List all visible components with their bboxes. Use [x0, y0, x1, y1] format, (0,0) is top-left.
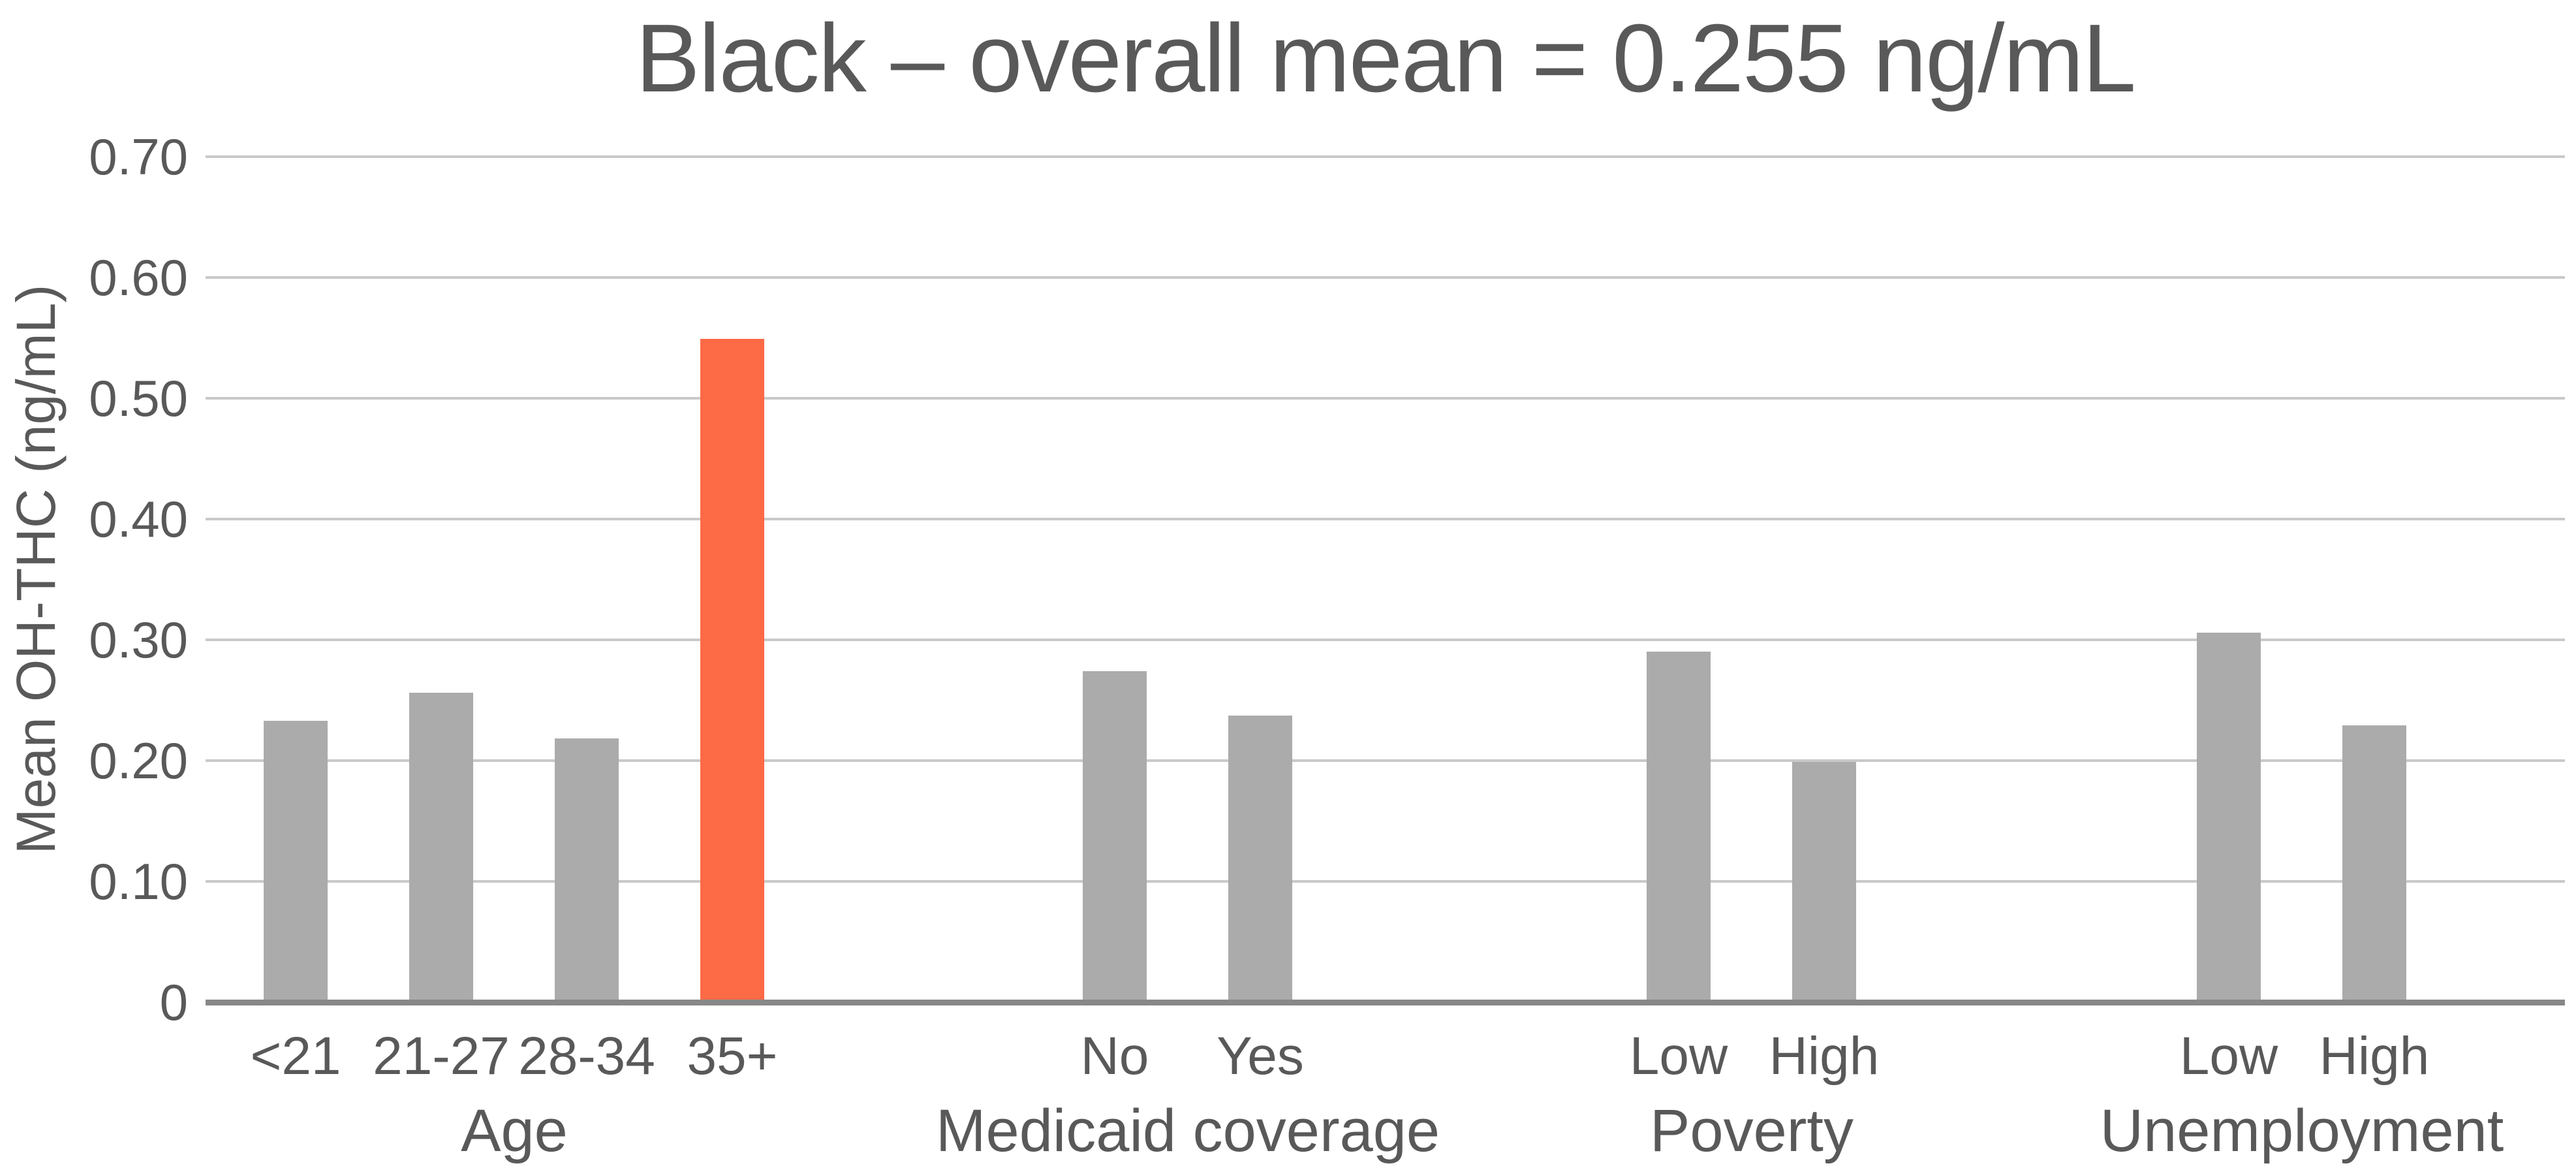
x-tick-label: Low	[1629, 1026, 1728, 1086]
bar	[1083, 671, 1147, 1000]
x-tick-label: Yes	[1217, 1026, 1304, 1086]
chart-title: Black – overall mean = 0.255 ng/mL	[635, 5, 2136, 112]
bar	[555, 738, 619, 1000]
bar	[409, 693, 473, 1000]
x-tick-label: No	[1080, 1026, 1149, 1086]
y-tick-label: 0	[159, 973, 188, 1031]
y-tick-label: 0.60	[89, 249, 188, 306]
y-tick-label: 0.50	[89, 370, 188, 427]
group-label: Poverty	[1650, 1098, 1854, 1164]
x-tick-label: High	[2319, 1026, 2430, 1086]
x-tick-label: <21	[250, 1026, 341, 1086]
gridline	[206, 639, 2565, 641]
bar	[1792, 762, 1856, 1000]
bar	[1228, 716, 1292, 1000]
gridline	[206, 759, 2565, 762]
gridline	[206, 518, 2565, 520]
gridline	[206, 276, 2565, 279]
gridline	[206, 880, 2565, 883]
y-tick-label: 0.10	[89, 853, 188, 910]
x-axis-line	[206, 1000, 2565, 1005]
x-tick-label: 35+	[687, 1026, 778, 1086]
group-label: Age	[461, 1098, 568, 1164]
x-tick-label: High	[1769, 1026, 1880, 1086]
bar	[2342, 725, 2406, 1000]
y-tick-label: 0.40	[89, 490, 188, 548]
bar	[2197, 633, 2261, 1000]
group-label: Medicaid coverage	[935, 1098, 1440, 1164]
bar	[264, 721, 328, 1000]
y-tick-label: 0.20	[89, 732, 188, 789]
bar-highlighted	[700, 339, 764, 1000]
bar	[1647, 652, 1711, 1000]
x-tick-label: Low	[2179, 1026, 2278, 1086]
x-tick-label: 28-34	[518, 1026, 655, 1086]
y-tick-label: 0.30	[89, 611, 188, 669]
x-tick-label: 21-27	[373, 1026, 510, 1086]
gridline	[206, 397, 2565, 400]
gridline	[206, 155, 2565, 158]
y-tick-label: 0.70	[89, 128, 188, 185]
group-label: Unemployment	[2100, 1098, 2504, 1164]
